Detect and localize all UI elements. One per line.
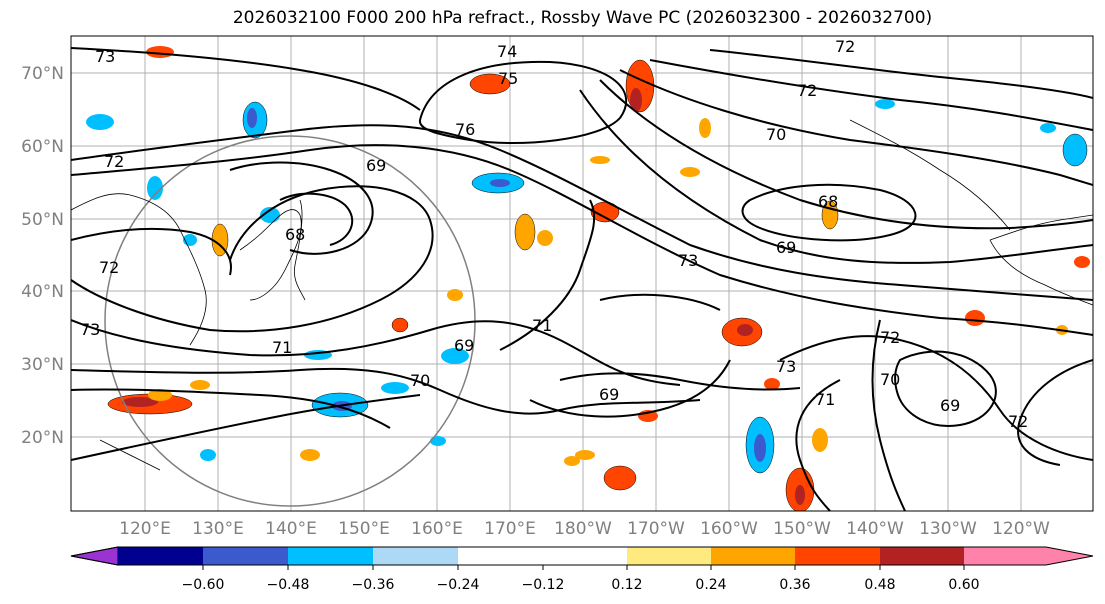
contour-label: 69 <box>454 336 474 355</box>
lon-label: 130°E <box>192 519 244 539</box>
colorbar-segment <box>118 547 203 565</box>
colorbar-tick-label: −0.24 <box>437 577 480 593</box>
contour-labels: 73 74 75 72 76 70 72 68 69 69 72 73 71 7… <box>80 37 1028 431</box>
colorbar-segment <box>880 547 964 565</box>
colorbar-ticks <box>202 565 965 570</box>
contour-label: 69 <box>366 156 386 175</box>
longitude-labels: 120°E 130°E 140°E 150°E 160°E 170°E 180°… <box>119 519 1050 539</box>
contour-label: 68 <box>818 192 838 211</box>
contour-label: 72 <box>104 152 124 171</box>
lon-label: 160°W <box>700 519 758 539</box>
lat-label: 70°N <box>21 64 64 84</box>
colorbar: −0.60 −0.48 −0.36 −0.24 −0.12 0.12 0.24 … <box>70 546 1094 593</box>
contour-label: 69 <box>599 385 619 404</box>
colorbar-tick-label: 0.36 <box>779 577 810 593</box>
colorbar-segment <box>203 547 288 565</box>
colorbar-tick-label: −0.12 <box>522 577 565 593</box>
contour-label: 69 <box>940 396 960 415</box>
contour-label: 69 <box>776 238 796 257</box>
latitude-labels: 70°N 60°N 50°N 40°N 30°N 20°N <box>21 64 64 448</box>
contour-label: 71 <box>272 338 292 357</box>
contour-label: 73 <box>95 47 115 66</box>
map-frame <box>70 35 1094 512</box>
colorbar-outline <box>70 546 1094 566</box>
lon-label: 130°W <box>919 519 977 539</box>
lon-label: 120°W <box>992 519 1050 539</box>
lat-label: 30°N <box>21 355 64 375</box>
lon-label: 140°W <box>846 519 904 539</box>
map-content: 73 74 75 72 76 70 72 68 69 69 72 73 71 7… <box>71 36 1093 511</box>
lon-label: 140°E <box>265 519 317 539</box>
colorbar-tick-label: −0.60 <box>182 577 225 593</box>
contour-label: 72 <box>99 258 119 277</box>
colorbar-segment <box>288 547 373 565</box>
colorbar-max-extend <box>964 547 1093 565</box>
anomaly-patches <box>86 46 1090 511</box>
colorbar-min-extend <box>70 546 119 566</box>
lat-label: 20°N <box>21 428 64 448</box>
lon-label: 170°E <box>484 519 536 539</box>
figure-title: 2026032100 F000 200 hPa refract., Rossby… <box>232 8 933 28</box>
colorbar-tick-labels: −0.60 −0.48 −0.36 −0.24 −0.12 0.12 0.24 … <box>182 577 980 593</box>
contour-label: 74 <box>497 42 517 61</box>
contour-label: 71 <box>815 390 835 409</box>
map-background <box>71 36 1093 511</box>
lat-label: 50°N <box>21 210 64 230</box>
title-wrap: 2026032100 F000 200 hPa refract., Rossby… <box>0 0 1105 30</box>
colorbar-segment <box>543 547 627 565</box>
gridlines <box>71 36 1093 511</box>
contour-label: 70 <box>766 125 786 144</box>
lon-label: 150°W <box>773 519 831 539</box>
contour-label: 70 <box>410 371 430 390</box>
contour-label: 73 <box>80 320 100 339</box>
colorbar-segment <box>627 547 711 565</box>
colorbar-segment <box>373 547 458 565</box>
lon-label: 150°E <box>338 519 390 539</box>
contour-label: 72 <box>797 81 817 100</box>
colorbar-tick-label: 0.12 <box>611 577 642 593</box>
colorbar-segment <box>711 547 795 565</box>
contour-label: 71 <box>532 316 552 335</box>
colorbar-tick-label: 0.24 <box>695 577 726 593</box>
contour-label: 75 <box>498 69 518 88</box>
lon-label: 180°W <box>554 519 612 539</box>
lon-label: 120°E <box>119 519 171 539</box>
colorbar-tick-label: 0.48 <box>864 577 895 593</box>
colorbar-tick-label: −0.36 <box>352 577 395 593</box>
contour-label: 76 <box>455 120 475 139</box>
contour-label: 72 <box>880 328 900 347</box>
contour-lines <box>71 47 1093 511</box>
coastlines <box>71 119 1093 471</box>
contour-label: 72 <box>835 37 855 56</box>
lon-label: 160°E <box>411 519 463 539</box>
colorbar-segment <box>795 547 880 565</box>
contour-label: 70 <box>880 370 900 389</box>
contour-label: 68 <box>285 225 305 244</box>
colorbar-tick-label: −0.48 <box>267 577 310 593</box>
lat-label: 60°N <box>21 137 64 157</box>
colorbar-segment <box>458 547 543 565</box>
contour-label: 73 <box>678 251 698 270</box>
lat-label: 40°N <box>21 282 64 302</box>
colorbar-tick-label: 0.60 <box>948 577 979 593</box>
lon-label: 170°W <box>627 519 685 539</box>
contour-label: 72 <box>1008 412 1028 431</box>
contour-label: 73 <box>776 357 796 376</box>
